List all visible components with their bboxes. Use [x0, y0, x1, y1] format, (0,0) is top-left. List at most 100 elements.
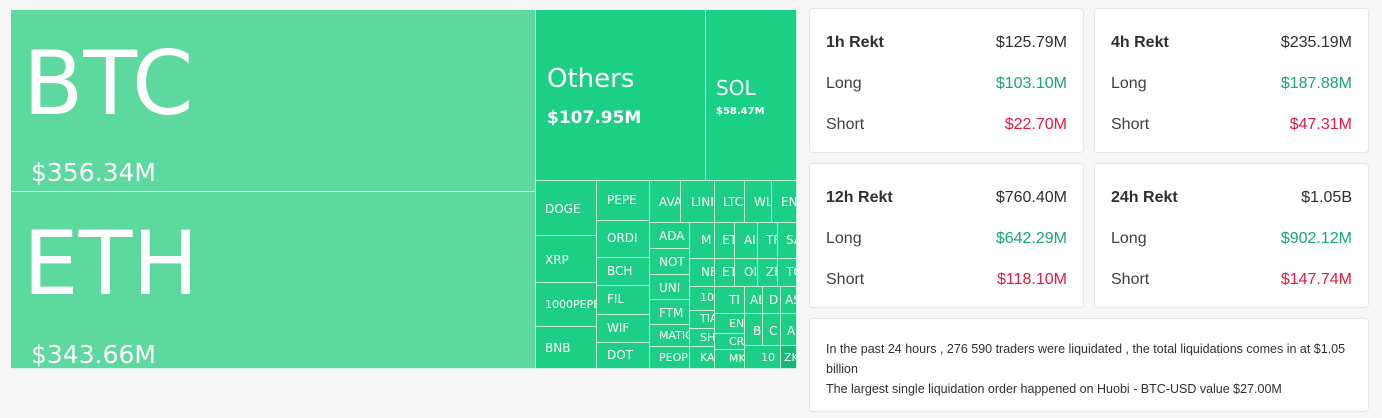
tile-eth[interactable]: ETH $343.66M — [11, 192, 536, 369]
tile-label: A — [787, 324, 796, 338]
tile-ne[interactable]: NE — [690, 259, 715, 287]
tile-label: BCH — [607, 264, 633, 278]
tile-label: MATIC — [659, 329, 690, 342]
long-value: $642.29M — [995, 230, 1067, 247]
tile-label: 10 — [761, 351, 775, 364]
short-value: $47.31M — [1289, 116, 1352, 133]
tile-ada[interactable]: ADA — [650, 223, 690, 249]
tile-label: 1000PEPE — [545, 298, 597, 311]
tile-label: TR — [766, 233, 777, 247]
rekt-card-24h: 24h Rekt $1.05B Long $902.12M Short $147.74… — [1094, 163, 1369, 308]
tile-ava[interactable]: AVA — [650, 181, 681, 223]
tile-to[interactable]: TO — [778, 259, 797, 287]
short-label: Short — [1111, 271, 1150, 288]
tile-label: ET — [722, 233, 734, 247]
tile-pepe[interactable]: PEPE — [597, 181, 650, 221]
tile-label: B — [753, 324, 762, 338]
tile-others[interactable]: Others $107.95M — [536, 10, 706, 181]
card-total: $760.40M — [995, 189, 1067, 206]
tile-btc[interactable]: BTC $356.34M — [11, 10, 536, 192]
tile-label: DOT — [607, 348, 634, 362]
tile-value: $356.34M — [31, 158, 156, 187]
tile-label: ZR — [766, 265, 777, 279]
tile-wl[interactable]: WL — [745, 181, 772, 223]
tile-ena[interactable]: ENA — [715, 314, 745, 334]
tile-10[interactable]: 10 — [745, 346, 781, 369]
tile-m[interactable]: M — [690, 223, 715, 259]
tile-oi[interactable]: OI — [735, 259, 758, 287]
tile-label: LINI — [691, 195, 714, 209]
card-period: 1h Rekt — [826, 34, 884, 51]
tile-label: D — [769, 293, 779, 307]
tile-crv[interactable]: CRV — [715, 334, 745, 350]
tile-label: SA — [786, 233, 796, 247]
long-label: Long — [826, 230, 862, 247]
tile-zk[interactable]: ZK — [781, 346, 797, 369]
tile-value: $58.47M — [716, 106, 765, 117]
tile-fil[interactable]: FIL — [597, 286, 650, 315]
tile-label: ENA — [729, 317, 745, 330]
tile-kas[interactable]: KAS — [690, 347, 715, 369]
tile-label: ZK — [784, 351, 796, 364]
long-label: Long — [826, 75, 862, 92]
tile-label: PEPE — [607, 193, 637, 207]
tile-label: DOGE — [545, 202, 581, 216]
tile-et-2[interactable]: ET — [715, 259, 735, 287]
tile-sol[interactable]: SOL $58.47M — [706, 10, 797, 181]
tile-ti[interactable]: TI — [715, 287, 745, 314]
tile-as[interactable]: AS — [781, 287, 797, 314]
tile-matic[interactable]: MATIC — [650, 325, 690, 347]
tile-label: C — [769, 324, 778, 338]
tile-label: WL — [754, 195, 772, 209]
long-label: Long — [1111, 75, 1147, 92]
tile-label: MKI — [729, 352, 745, 365]
tile-label: AVA — [659, 195, 681, 209]
tile-label: FTM — [659, 306, 684, 320]
liquidation-summary: In the past 24 hours , 276 590 traders w… — [809, 318, 1369, 412]
tile-wif[interactable]: WIF — [597, 315, 650, 343]
tile-xrp[interactable]: XRP — [536, 236, 597, 283]
tile-label: CRV — [729, 335, 744, 348]
tile-tr[interactable]: TR — [758, 223, 778, 259]
rekt-card-12h: 12h Rekt $760.40M Long $642.29M Short $118.… — [809, 163, 1084, 308]
tile-shi[interactable]: SHI — [690, 329, 715, 347]
tile-en[interactable]: EN — [772, 181, 797, 223]
tile-ordi[interactable]: ORDI — [597, 221, 650, 258]
tile-zr[interactable]: ZR — [758, 259, 778, 287]
tile-value: $107.95M — [547, 108, 642, 128]
long-value: $902.12M — [1280, 230, 1352, 247]
card-period: 4h Rekt — [1111, 34, 1169, 51]
long-value: $187.88M — [1280, 75, 1352, 92]
short-label: Short — [826, 271, 865, 288]
tile-bnb[interactable]: BNB — [536, 327, 597, 369]
tile-b[interactable]: B — [745, 314, 763, 346]
tile-et[interactable]: ET — [715, 223, 735, 259]
tile-ftm[interactable]: FTM — [650, 300, 690, 325]
tile-label: TO — [786, 265, 796, 279]
tile-dot[interactable]: DOT — [597, 343, 650, 369]
tile-label: UNI — [659, 281, 681, 295]
tile-100[interactable]: 100 — [690, 287, 715, 311]
tile-not[interactable]: NOT — [650, 249, 690, 275]
tile-al[interactable]: AL — [745, 287, 763, 314]
tile-mki[interactable]: MKI — [715, 350, 745, 369]
tile-c[interactable]: C — [763, 314, 781, 346]
tile-label: NE — [701, 265, 714, 279]
tile-doge[interactable]: DOGE — [536, 181, 597, 236]
card-total: $1.05B — [1301, 189, 1352, 206]
tile-label: 100 — [700, 291, 714, 304]
tile-a[interactable]: A — [781, 314, 797, 346]
short-value: $22.70M — [1004, 116, 1067, 133]
tile-label: SHI — [700, 331, 715, 344]
tile-label: ET — [722, 265, 734, 279]
tile-sa[interactable]: SA — [778, 223, 797, 259]
tile-tia[interactable]: TIA — [690, 311, 715, 329]
tile-ai[interactable]: AI — [735, 223, 758, 259]
tile-uni[interactable]: UNI — [650, 275, 690, 300]
tile-d[interactable]: D — [763, 287, 781, 314]
tile-peop[interactable]: PEOP — [650, 347, 690, 369]
tile-bch[interactable]: BCH — [597, 258, 650, 286]
tile-link[interactable]: LINI — [681, 181, 715, 223]
tile-ltc[interactable]: LTC — [715, 181, 745, 223]
tile-1000pepe[interactable]: 1000PEPE — [536, 283, 597, 327]
